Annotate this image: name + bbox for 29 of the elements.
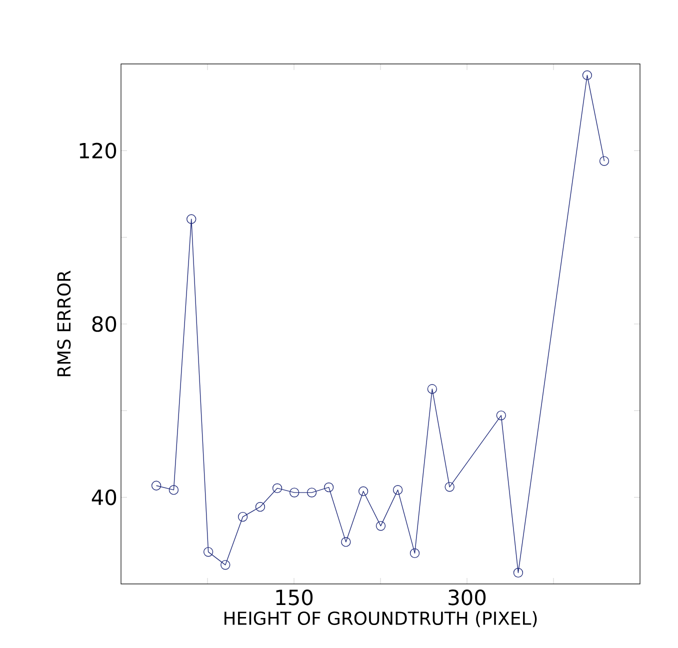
point [427, 384, 438, 394]
point [306, 488, 317, 498]
y-tick-label: 40 [92, 489, 116, 506]
point [151, 480, 162, 490]
point [220, 560, 230, 570]
point [203, 547, 214, 557]
point [582, 70, 592, 80]
point [324, 482, 334, 492]
y-tick-label: 120 [80, 142, 116, 159]
point [513, 568, 524, 578]
y-tick-label: 80 [92, 316, 116, 332]
point [272, 483, 282, 494]
x-axis-title: HEIGHT OF GROUNDTRUTH (PIXEL) [224, 611, 537, 628]
point [238, 512, 248, 522]
point [341, 537, 351, 547]
point [376, 521, 386, 531]
point [496, 410, 506, 420]
point [168, 485, 179, 495]
point [410, 548, 420, 558]
point [186, 214, 196, 224]
x-tick-label: 150 [276, 590, 313, 606]
point [255, 502, 266, 512]
point [444, 482, 454, 492]
point [599, 156, 610, 166]
point [358, 486, 368, 496]
point [290, 488, 300, 498]
y-axis-title: RMS ERROR [57, 270, 71, 376]
point [392, 485, 403, 495]
x-tick-label: 300 [448, 590, 486, 606]
